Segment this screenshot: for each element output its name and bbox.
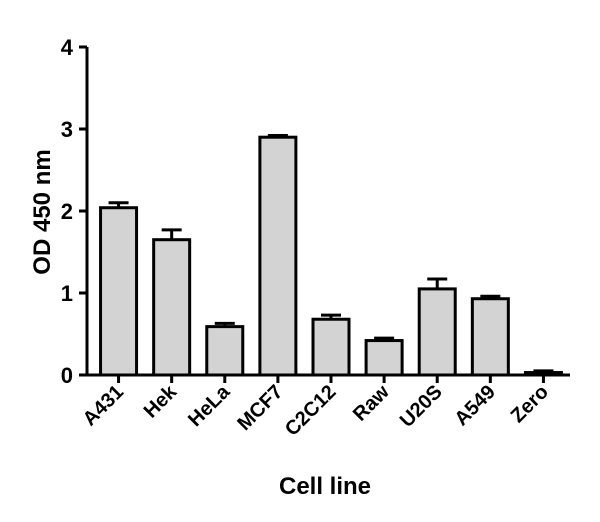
x-tick-label: A431 xyxy=(79,381,128,430)
y-axis: 0 1 2 3 4 xyxy=(61,35,89,388)
x-axis-title: Cell line xyxy=(279,473,371,500)
y-tick-label: 2 xyxy=(61,199,73,224)
x-tick-label: HeLa xyxy=(184,380,235,431)
bars xyxy=(99,134,563,377)
x-tick-label: A549 xyxy=(451,381,500,430)
x-tick-label: U20S xyxy=(396,381,447,432)
bar-hek xyxy=(152,238,192,377)
y-axis-title: OD 450 nm xyxy=(29,149,56,274)
x-tick-label: C2C12 xyxy=(281,381,341,441)
x-tick-label: Hek xyxy=(140,380,182,422)
bar-mcf7 xyxy=(258,135,298,377)
bar-zero xyxy=(523,371,563,377)
x-tick-label: MCF7 xyxy=(233,381,287,435)
bar-a549 xyxy=(470,297,510,377)
y-tick-label: 1 xyxy=(61,281,73,306)
y-tick-label: 3 xyxy=(61,117,73,142)
x-tick-label: Raw xyxy=(349,381,394,426)
bar-raw xyxy=(364,339,404,377)
bar-a431 xyxy=(99,206,139,377)
bar-c2c12 xyxy=(311,317,351,377)
x-tick-label: Zero xyxy=(507,381,553,427)
y-tick-label: 0 xyxy=(61,363,73,388)
bar-u20s xyxy=(417,287,457,377)
bar-hela xyxy=(205,325,245,377)
y-tick-label: 4 xyxy=(61,35,74,60)
